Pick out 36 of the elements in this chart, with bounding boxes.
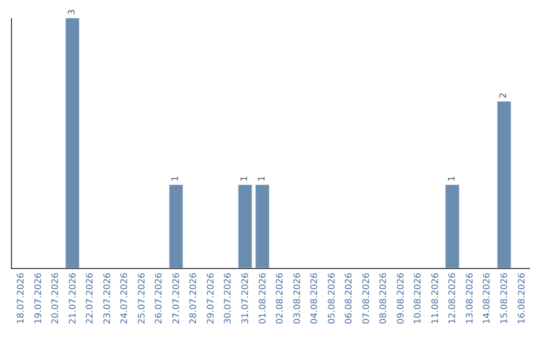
x-tick-label: 02.08.2026 xyxy=(276,272,286,324)
data-label: 1 xyxy=(257,176,268,182)
x-tick-label: 15.08.2026 xyxy=(500,272,510,324)
data-label: 3 xyxy=(67,9,78,15)
x-tick-label: 12.08.2026 xyxy=(448,272,458,324)
x-tick-label: 20.07.2026 xyxy=(51,272,62,324)
x-tick-label: 22.07.2026 xyxy=(86,272,96,324)
x-tick-label: 19.07.2026 xyxy=(34,272,44,324)
x-tick-label: 11.08.2026 xyxy=(430,272,441,324)
x-tick-label: 21.07.2026 xyxy=(68,272,78,324)
x-tick-label: 30.07.2026 xyxy=(224,272,234,324)
x-tick-label: 01.08.2026 xyxy=(258,272,268,324)
x-tick-label: 18.07.2026 xyxy=(16,272,27,324)
x-tick-label: 09.08.2026 xyxy=(396,272,406,324)
data-label: 1 xyxy=(171,176,182,182)
x-tick-label: 04.08.2026 xyxy=(310,272,320,324)
x-tick-label: 10.08.2026 xyxy=(414,272,424,324)
x-tick-label: 16.08.2026 xyxy=(517,272,528,324)
x-tick-label: 28.07.2026 xyxy=(189,272,200,324)
x-tick-label: 13.08.2026 xyxy=(465,272,476,324)
x-tick-label: 08.08.2026 xyxy=(379,272,390,324)
x-tick-label: 05.08.2026 xyxy=(327,272,338,324)
x-tick-label: 23.07.2026 xyxy=(102,272,113,324)
x-tick-label: 25.07.2026 xyxy=(137,272,148,324)
x-tick-label: 06.08.2026 xyxy=(344,272,355,324)
data-label: 1 xyxy=(240,176,250,182)
x-tick-label: 24.07.2026 xyxy=(120,272,130,324)
x-tick-label: 31.07.2026 xyxy=(241,272,252,324)
x-tick-label: 03.08.2026 xyxy=(292,272,303,324)
x-tick-label: 26.07.2026 xyxy=(154,272,165,324)
data-label: 1 xyxy=(447,176,458,182)
x-tick-label: 07.08.2026 xyxy=(362,272,372,324)
x-tick-label: 14.08.2026 xyxy=(482,272,493,324)
data-label: 2 xyxy=(499,92,510,98)
x-tick-label: 27.07.2026 xyxy=(172,272,182,324)
x-tick-label: 29.07.2026 xyxy=(206,272,216,324)
